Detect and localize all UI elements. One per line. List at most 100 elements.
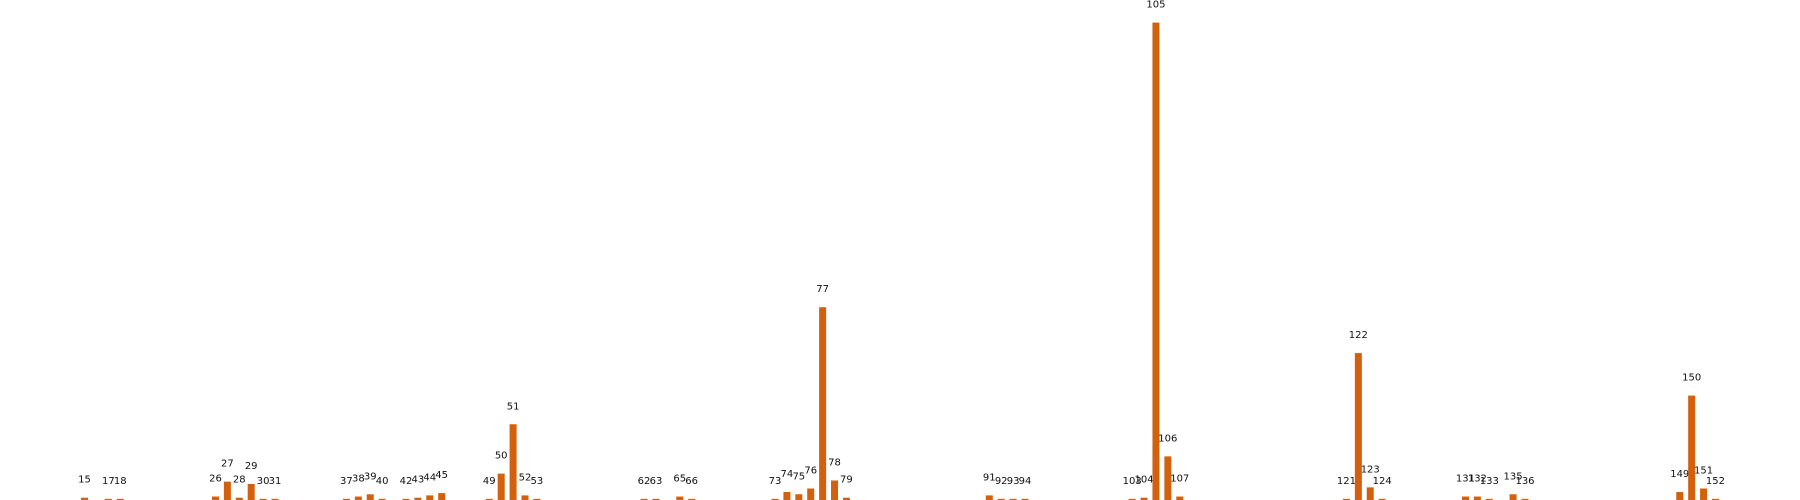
- bar: [1152, 22, 1160, 500]
- bar-label: 15: [78, 475, 91, 486]
- bar: [831, 480, 839, 500]
- bar-label: 104: [1135, 475, 1154, 486]
- bar: [438, 493, 446, 500]
- bar-label: 53: [531, 476, 544, 487]
- bar-label: 106: [1158, 433, 1177, 444]
- bar: [676, 496, 684, 500]
- bar-label: 45: [435, 470, 448, 481]
- bar-label: 65: [673, 474, 686, 485]
- bar-label: 74: [781, 469, 794, 480]
- bar-label: 103: [1123, 476, 1142, 487]
- bar-label: 124: [1373, 476, 1392, 487]
- bar-label: 18: [114, 476, 127, 487]
- bar: [378, 498, 386, 500]
- bar: [985, 495, 993, 500]
- bar-label: 30: [257, 476, 270, 487]
- bar: [81, 497, 89, 500]
- bar-label: 39: [364, 471, 377, 482]
- bar-label: 62: [638, 476, 651, 487]
- bar: [211, 496, 219, 500]
- bar-label: 91: [983, 472, 996, 483]
- bar: [485, 498, 493, 500]
- bar: [1700, 488, 1708, 500]
- bar: [1140, 497, 1148, 500]
- bar: [783, 491, 791, 500]
- bar: [271, 498, 279, 500]
- bar-label: 75: [792, 471, 805, 482]
- bar-label: 42: [400, 476, 413, 487]
- bar-label: 150: [1682, 373, 1701, 384]
- bar-label: 79: [840, 475, 853, 486]
- bar-label: 78: [828, 457, 841, 468]
- bar: [116, 498, 124, 500]
- bar: [1711, 498, 1719, 500]
- bar-label: 63: [650, 476, 663, 487]
- bar: [104, 498, 112, 500]
- bar-label: 92: [995, 476, 1008, 487]
- bar-label: 49: [483, 476, 496, 487]
- bar: [1176, 496, 1184, 500]
- bar: [1509, 494, 1517, 500]
- bar-label: 149: [1670, 469, 1689, 480]
- bar-label: 52: [519, 472, 532, 483]
- bar-label: 132: [1468, 474, 1487, 485]
- bar: [521, 495, 529, 500]
- bar-label: 44: [423, 472, 436, 483]
- bar: [1688, 395, 1696, 500]
- bar-label: 122: [1349, 330, 1368, 341]
- bar-label: 121: [1337, 476, 1356, 487]
- bar-label: 50: [495, 451, 508, 462]
- bar: [688, 498, 696, 500]
- bar: [1461, 496, 1469, 500]
- bar-label: 17: [102, 476, 115, 487]
- bar-label: 26: [209, 474, 222, 485]
- bar: [1366, 487, 1374, 500]
- bar: [652, 498, 660, 500]
- bar-label: 27: [221, 459, 234, 470]
- bar: [1009, 498, 1017, 500]
- bar-label: 93: [1007, 476, 1020, 487]
- bar-label: 66: [685, 476, 698, 487]
- bar-label: 51: [507, 401, 520, 412]
- bar-label: 131: [1456, 474, 1475, 485]
- bar: [640, 498, 648, 500]
- bar: [497, 473, 505, 500]
- bar: [771, 498, 779, 500]
- bar: [366, 494, 374, 500]
- bar: [1342, 498, 1350, 500]
- bar: [807, 488, 815, 500]
- bar-label: 40: [376, 476, 389, 487]
- bar: [354, 496, 362, 500]
- bar: [1128, 498, 1136, 500]
- bar-label: 151: [1694, 466, 1713, 477]
- bar: [426, 495, 434, 500]
- bar-label: 107: [1170, 474, 1189, 485]
- bar-label: 123: [1361, 464, 1380, 475]
- bar: [223, 481, 231, 500]
- bar: [1021, 498, 1029, 500]
- bar: [1378, 498, 1386, 500]
- bar-label: 43: [411, 475, 424, 486]
- bar: [259, 498, 267, 500]
- bar-label: 73: [769, 476, 782, 487]
- bar-label: 105: [1146, 0, 1165, 11]
- bar: [842, 497, 850, 500]
- bar: [402, 498, 410, 500]
- bar-label: 76: [804, 466, 817, 477]
- bar: [997, 498, 1005, 500]
- bar: [1485, 498, 1493, 500]
- bar-label: 38: [352, 474, 365, 485]
- bar-label: 133: [1480, 476, 1499, 487]
- bar: [342, 498, 350, 500]
- bar: [795, 494, 803, 500]
- bar-label: 94: [1019, 476, 1032, 487]
- bar: [1164, 456, 1172, 500]
- bar: [1521, 498, 1529, 500]
- bar: [235, 497, 243, 500]
- bar: [1354, 353, 1362, 500]
- bar: [509, 424, 517, 500]
- bar: [247, 483, 255, 500]
- bar: [414, 497, 422, 500]
- bar: [819, 307, 827, 500]
